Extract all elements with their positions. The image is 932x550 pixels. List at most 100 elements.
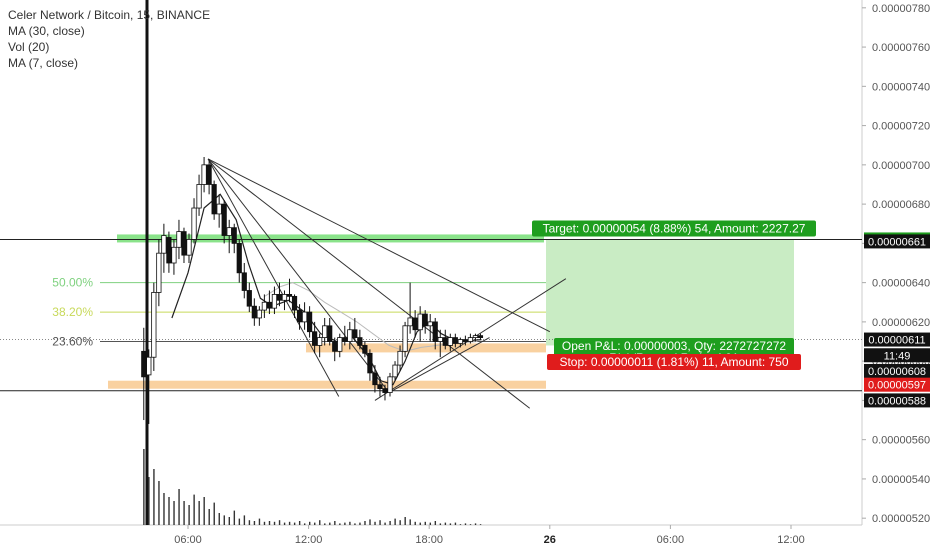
volume-bar [474,523,477,525]
x-tick-label: 12:00 [295,534,323,546]
volume-bar [354,523,356,525]
candle-body [477,335,484,338]
volume-bar [228,517,231,525]
indicator-volume[interactable]: Vol (20) [8,40,50,54]
candle-body [447,337,453,346]
candle-body [211,184,217,215]
candle-body [317,337,323,346]
y-tick-label: 0.00000740 [872,81,930,93]
candle-body [467,337,474,342]
candle-body [296,309,303,323]
volume-bar [303,523,306,525]
candle-body [342,337,348,342]
candle-body [367,352,373,374]
candle-body [171,246,177,264]
x-tick-label: 12:00 [777,534,805,546]
support-zone-lower[interactable] [108,380,546,389]
volume-bar [233,510,236,525]
candle-body [417,313,423,331]
stop-label-bg[interactable] [547,354,801,371]
candle-body [256,309,262,319]
y-tick-label: 0.00000560 [872,435,930,447]
candle-body [261,301,267,311]
volume-bar [374,521,376,525]
volume-bar [273,521,276,525]
y-tick-label: 0.00000640 [872,278,930,290]
price-tag-2: 0.00000611 [868,335,925,347]
volume-bar [298,521,301,525]
candle-body [156,252,162,293]
volume-bar [173,501,175,525]
x-tick-label: 18:00 [415,534,443,546]
candle-body [191,207,197,240]
trendline-2[interactable] [207,158,390,393]
candle-body [281,294,288,301]
profit-zone[interactable] [546,239,794,346]
volume-bar [258,518,261,525]
volume-bar [213,502,215,525]
candle-body [422,313,428,327]
resistance-zone[interactable] [117,234,544,243]
support-zone-upper[interactable] [306,343,546,353]
trendline-5[interactable] [207,158,551,333]
x-tick-label: 06:00 [657,534,685,546]
candle-body [307,311,313,333]
volume-bar [223,515,225,525]
trendline-4[interactable] [388,337,490,393]
volume-bar [434,521,437,525]
volume-bar [153,469,155,525]
price-tag-3-bg [864,348,930,363]
volume-bar [359,522,361,525]
volume-bar [454,522,457,525]
candle-body [246,290,252,307]
volume-bar [309,521,311,525]
candle-body [276,294,283,301]
candle-body [357,337,363,346]
y-tick-label: 0.00000720 [872,121,930,133]
fib-label-0: 50.00% [52,276,93,290]
candle-body [452,337,458,344]
volume-bar [479,524,482,525]
stop-label: Stop: 0.00000011 (1.81%) 11, Amount: 750 [559,355,788,369]
candle-body [337,337,343,352]
volume-bar [429,522,432,525]
candle-body [186,239,192,256]
candle-body [291,295,298,311]
volume-bar [268,521,271,525]
indicator-ma30[interactable]: MA (30, close) [8,24,85,38]
candle-body [161,235,167,254]
candle-body [271,294,278,309]
ma7-line [171,193,482,386]
candle-body [332,341,338,352]
volume-bar [198,501,200,525]
y-tick-label: 0.00000680 [872,199,930,211]
candle-body [457,339,463,344]
chart-legend: Celer Network / Bitcoin, 15, BINANCE MA … [8,7,210,71]
volume-bar [349,521,351,525]
volume-bar [143,449,145,525]
candle-body [206,164,212,185]
price-tag-5-bg [864,377,930,392]
volume-bar [208,509,210,525]
candle-body [241,272,247,291]
volume-bar [334,521,336,525]
candle-body [201,164,207,185]
target-label: Target: 0.00000054 (8.88%) 54, Amount: 2… [543,221,806,235]
volume-bar [394,518,396,525]
price-tag-6: 0.00000588 [868,395,926,407]
volume-bar [404,517,406,525]
x-tick-label: 26 [544,534,556,546]
volume-bar [293,522,296,525]
indicator-ma7[interactable]: MA (7, close) [8,56,79,70]
candle-body [472,335,479,338]
price-tag-1-bg [864,234,930,249]
volume-bar [389,521,391,525]
target-label-bg[interactable] [532,220,816,237]
trendline-0[interactable] [207,158,531,409]
price-tag-2-bg [864,332,930,347]
candle-body [166,237,172,264]
pnl-label: Open P&L: 0.00000003, Qty: 2272727272 [562,339,787,353]
trendline-1[interactable] [207,158,340,397]
